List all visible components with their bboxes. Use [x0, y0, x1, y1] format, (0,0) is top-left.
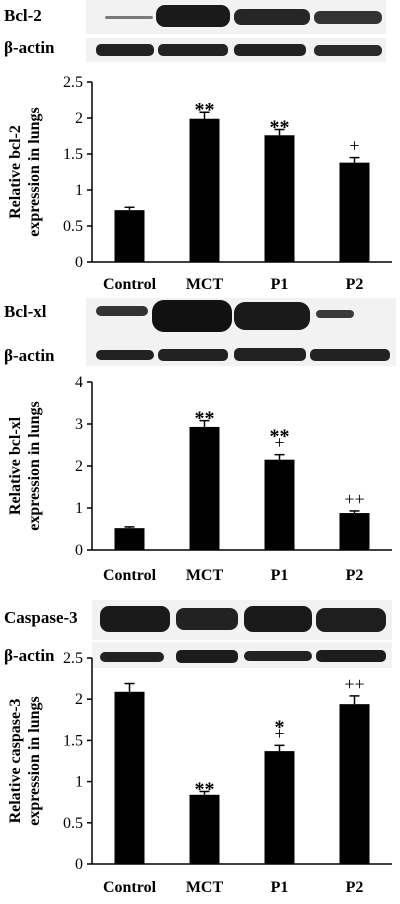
blot-label-target: Bcl-2 — [4, 6, 42, 25]
panel-caspase3: Caspase-3 β-actin 0 0.5 1 1.5 2 2.5 Relative c… — [0, 600, 400, 904]
y-tick-label: 2 — [75, 691, 83, 708]
panel-bclxl: Bcl-xl β-actin 0 1 2 3 4 Relative bcl-xl expre… — [0, 298, 400, 602]
bar-p1 — [264, 751, 295, 864]
y-tick-label: 0.5 — [63, 218, 83, 235]
significance-marker: + — [274, 433, 284, 453]
category-label: P1 — [271, 879, 289, 896]
category-label: MCT — [186, 567, 224, 584]
bar-mct — [189, 118, 220, 262]
y-axis-label: expression in lungs — [26, 401, 43, 531]
y-tick-label: 2 — [75, 110, 83, 127]
y-tick-label: 1.5 — [63, 146, 83, 163]
blot-label-actin: β-actin — [4, 38, 55, 57]
y-tick-label: 4 — [75, 374, 83, 391]
bar-p1 — [264, 459, 295, 550]
y-tick-label: 1 — [75, 774, 83, 791]
blot-bclxl-image — [86, 298, 396, 366]
category-label: MCT — [186, 879, 224, 896]
significance-marker: ** — [195, 99, 215, 121]
significance-marker: ** — [195, 408, 215, 430]
y-tick-label: 0.5 — [63, 815, 83, 832]
y-axis-label: Relative bcl-xl — [7, 416, 24, 515]
y-tick-label: 2.5 — [63, 74, 83, 91]
y-axis-label: Relative caspase-3 — [7, 699, 24, 824]
blot-caspase3-image — [92, 600, 392, 668]
category-label: P1 — [271, 276, 289, 293]
category-label: Control — [103, 879, 157, 896]
significance-marker: ++ — [344, 674, 364, 694]
significance-marker: ** — [270, 117, 290, 139]
significance-marker: ++ — [344, 489, 364, 509]
category-label: P2 — [346, 276, 364, 293]
y-tick-label: 0 — [75, 542, 83, 559]
category-label: Control — [103, 276, 157, 293]
blot-label-target: Bcl-xl — [4, 302, 47, 321]
category-label: P2 — [346, 567, 364, 584]
bar-p1 — [264, 135, 295, 262]
y-tick-label: 3 — [75, 416, 83, 433]
significance-marker: + — [349, 136, 359, 156]
blot-bcl2-image — [86, 0, 386, 62]
y-axis-label: expression in lungs — [26, 107, 43, 237]
category-label: P1 — [271, 567, 289, 584]
y-tick-label: 2.5 — [63, 650, 83, 667]
chart-bclxl: 0 1 2 3 4 Relative bcl-xl expression in lungs C… — [7, 374, 392, 584]
y-tick-label: 1 — [75, 500, 83, 517]
bar-control — [114, 691, 145, 864]
y-tick-label: 2 — [75, 458, 83, 475]
significance-marker: + — [274, 723, 284, 743]
chart-caspase3: 0 0.5 1 1.5 2 2.5 Relative caspase-3 expression… — [7, 650, 392, 896]
y-tick-label: 0 — [75, 254, 83, 271]
bar-p2 — [339, 162, 370, 262]
significance-marker: ** — [270, 426, 290, 448]
bar-control — [114, 210, 145, 262]
blot-label-actin: β-actin — [4, 346, 55, 365]
category-label: Control — [103, 567, 157, 584]
category-label: P2 — [346, 879, 364, 896]
y-tick-label: 1 — [75, 182, 83, 199]
category-label: MCT — [186, 276, 224, 293]
y-axis-label: expression in lungs — [26, 696, 43, 826]
blot-label-actin: β-actin — [4, 646, 55, 665]
y-tick-label: 0 — [75, 856, 83, 873]
y-tick-label: 1.5 — [63, 732, 83, 749]
bar-mct — [189, 794, 220, 864]
significance-marker: * — [275, 716, 285, 738]
y-axis-label: Relative bcl-2 — [7, 125, 24, 219]
panel-bcl2: Bcl-2 β-actin 0 0.5 1 1.5 2 2.5 Relative bcl-2… — [0, 0, 400, 300]
bar-control — [114, 528, 145, 550]
blot-label-target: Caspase-3 — [4, 608, 78, 627]
bar-p2 — [339, 704, 370, 864]
significance-marker: ** — [195, 778, 215, 800]
bar-mct — [189, 426, 220, 550]
chart-bcl2: 0 0.5 1 1.5 2 2.5 Relative bcl-2 expression in … — [7, 74, 392, 293]
bar-p2 — [339, 513, 370, 550]
